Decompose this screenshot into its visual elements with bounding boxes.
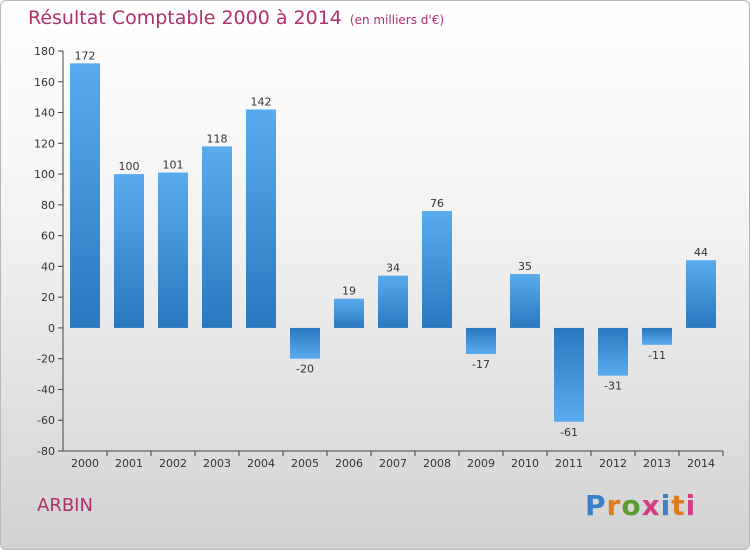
bar-2008: [422, 211, 452, 328]
x-tick-label: 2014: [687, 457, 715, 470]
value-label-2002: 101: [163, 159, 184, 172]
bar-2003: [202, 146, 232, 328]
bar-2000: [70, 63, 100, 328]
y-tick-label: -60: [37, 414, 55, 427]
logo-letter: x: [641, 489, 661, 522]
x-tick-label: 2012: [599, 457, 627, 470]
value-label-2003: 118: [207, 132, 228, 145]
value-label-2009: -17: [472, 358, 490, 371]
bar-2010: [510, 274, 540, 328]
chart-title: Résultat Comptable 2000 à 2014 (en millie…: [28, 7, 444, 29]
chart-unit: (en milliers d'€): [349, 13, 445, 27]
x-tick-label: 2005: [291, 457, 319, 470]
y-tick-label: 20: [41, 291, 55, 304]
x-tick-label: 2000: [71, 457, 99, 470]
value-label-2010: 35: [518, 260, 532, 273]
x-tick-label: 2010: [511, 457, 539, 470]
y-tick-label: 80: [41, 199, 55, 212]
logo-letter: r: [606, 489, 622, 522]
value-labels: 172 100 101 118 142 -20 19 34 76 -17 35 -61 -31 -11 44: [75, 49, 709, 438]
y-tick-label: 60: [41, 230, 55, 243]
x-tick-label: 2007: [379, 457, 407, 470]
bar-2011: [554, 327, 584, 422]
y-tick-label: 40: [41, 260, 55, 273]
value-label-2014: 44: [694, 246, 708, 259]
y-tick-label: -80: [37, 445, 55, 458]
x-tick-label: 2008: [423, 457, 451, 470]
x-tick-label: 2004: [247, 457, 275, 470]
value-label-2008: 76: [430, 197, 444, 210]
logo-letter: t: [671, 489, 686, 522]
x-tick-label: 2002: [159, 457, 187, 470]
value-label-2004: 142: [251, 95, 272, 108]
chart-title-text: Résultat Comptable 2000 à 2014: [28, 7, 342, 29]
value-label-2012: -31: [604, 380, 622, 393]
bar-2012: [598, 327, 628, 376]
logo-letter: P: [585, 489, 607, 522]
y-tick-label: 100: [34, 168, 55, 181]
x-tick-label: 2003: [203, 457, 231, 470]
bar-2009: [466, 327, 496, 355]
bar-2014: [686, 260, 716, 328]
logo-letter: i: [660, 489, 672, 522]
bars: [70, 63, 716, 422]
y-tick-label: -20: [37, 353, 55, 366]
bar-2005: [290, 327, 320, 359]
proxiti-logo: Proxiti: [585, 489, 696, 522]
value-label-2005: -20: [296, 363, 314, 376]
logo-letter: o: [621, 489, 642, 522]
x-tick-label: 2006: [335, 457, 363, 470]
value-label-2007: 34: [386, 262, 400, 275]
logo-letter: i: [685, 489, 697, 522]
bar-2006: [334, 298, 364, 328]
bar-2001: [114, 174, 144, 328]
y-tick-label: 0: [48, 322, 55, 335]
value-label-2013: -11: [648, 349, 666, 362]
x-tick-label: 2013: [643, 457, 671, 470]
value-label-2000: 172: [75, 49, 96, 62]
value-label-2006: 19: [342, 285, 356, 298]
x-tick-label: 2011: [555, 457, 583, 470]
value-label-2001: 100: [119, 160, 140, 173]
x-tick-label: 2001: [115, 457, 143, 470]
value-label-2011: -61: [560, 426, 578, 439]
bar-2007: [378, 275, 408, 328]
axes: -80 -60 -40 -20 0 20 40 60 80 100 120 140 160 180 2000…: [34, 45, 724, 470]
bar-2004: [246, 109, 276, 328]
commune-name: ARBIN: [37, 495, 93, 516]
x-tick-label: 2009: [467, 457, 495, 470]
y-tick-label: 180: [34, 45, 55, 58]
y-tick-label: -40: [37, 383, 55, 396]
y-tick-label: 120: [34, 137, 55, 150]
bar-2013: [642, 327, 672, 345]
y-tick-label: 160: [34, 76, 55, 89]
y-tick-label: 140: [34, 107, 55, 120]
bar-2002: [158, 172, 188, 328]
